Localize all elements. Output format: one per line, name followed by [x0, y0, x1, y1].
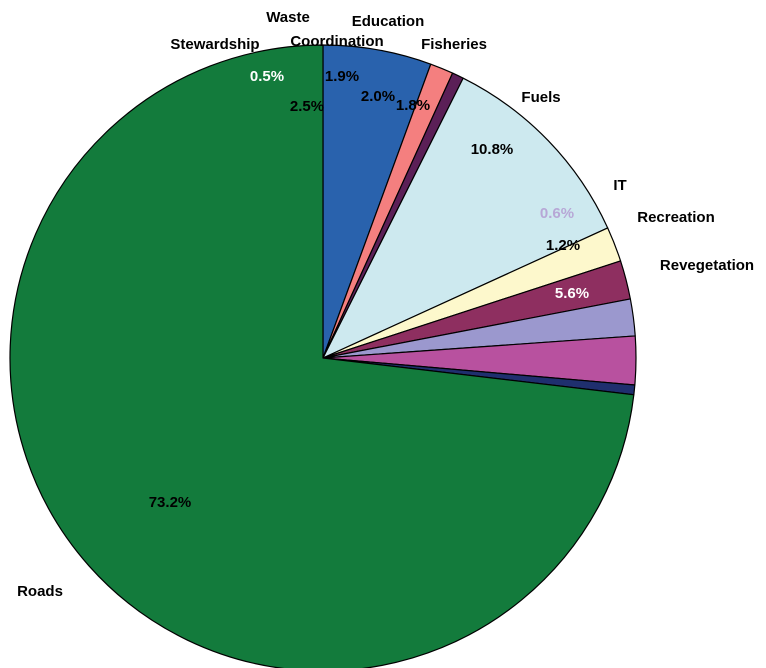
pie-slice-roads	[9, 44, 635, 668]
value-label-fuels: 10.8%	[471, 141, 514, 158]
category-label-fisheries: Fisheries	[421, 36, 487, 53]
value-label-revegetation: 5.6%	[555, 285, 589, 302]
value-label-fisheries: 1.8%	[396, 97, 430, 114]
value-label-coordination: 1.9%	[325, 68, 359, 85]
value-label-roads: 73.2%	[149, 494, 192, 511]
pie-slices	[9, 44, 637, 668]
category-label-coordination: Coordination	[290, 33, 383, 50]
value-label-stewardship: 0.5%	[250, 68, 284, 85]
category-label-recreation: Recreation	[637, 209, 715, 226]
pie-value-labels: 5.6% 1.2% 0.6% 10.8% 1.8%2.0%1.9%2.5% 0.5% 73.…	[149, 68, 589, 511]
pie-slice-fuels	[322, 77, 609, 359]
category-label-roads: Roads	[17, 583, 63, 600]
category-label-stewardship: Stewardship	[170, 36, 259, 53]
pie-category-labels: Revegetation Recreation IT Fuels Fisheries Ed…	[17, 9, 754, 600]
category-label-fuels: Fuels	[521, 89, 560, 106]
value-label-waste: 2.5%	[290, 98, 324, 115]
value-label-recreation: 1.2%	[546, 237, 580, 254]
value-label-education: 2.0%	[361, 88, 395, 105]
category-label-revegetation: Revegetation	[660, 257, 754, 274]
value-label-it: 0.6%	[540, 205, 574, 222]
category-label-waste: Waste	[266, 9, 310, 26]
category-label-education: Education	[352, 13, 425, 30]
category-label-it: IT	[613, 177, 626, 194]
